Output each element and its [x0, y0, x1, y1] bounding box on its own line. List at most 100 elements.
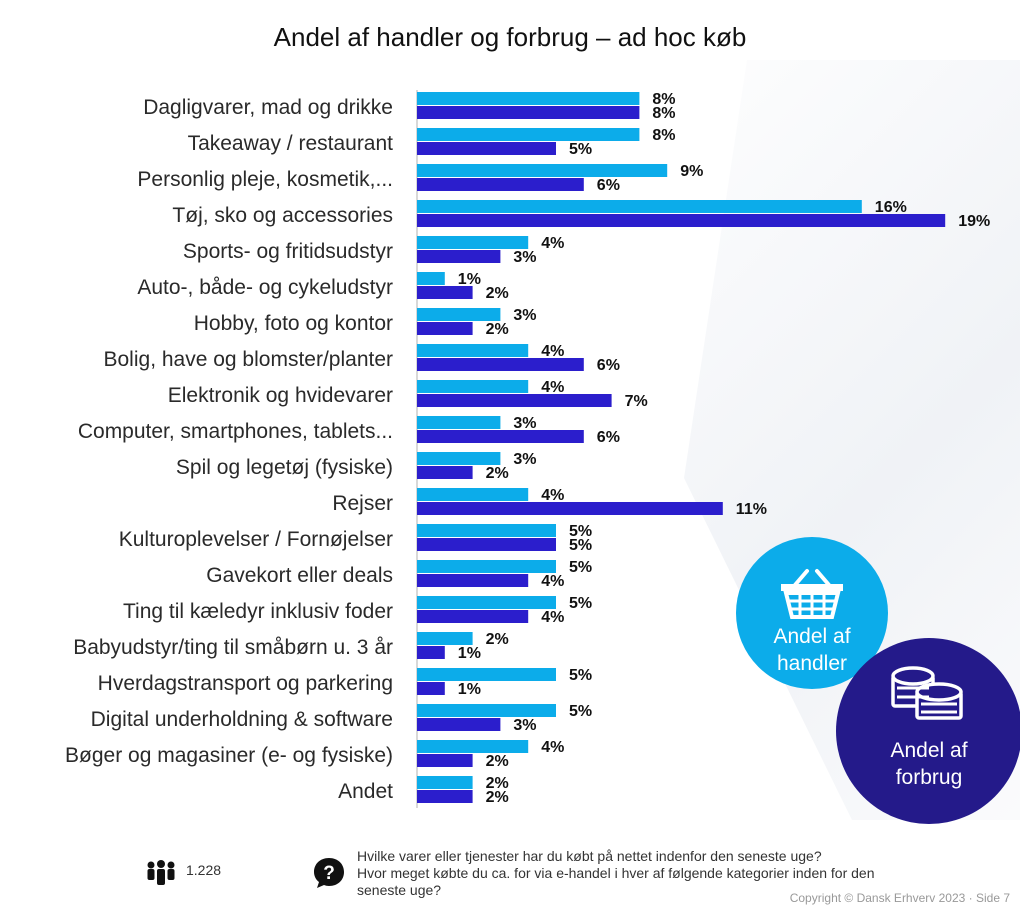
data-label: 6%: [597, 357, 620, 374]
bar-forbrug: [417, 718, 501, 731]
category-label: Andet: [338, 780, 393, 803]
bar-forbrug: [417, 142, 556, 155]
category-label: Babyudstyr/ting til småbørn u. 3 år: [73, 636, 393, 659]
category-label: Tøj, sko og accessories: [172, 204, 393, 227]
data-label: 1%: [458, 645, 481, 662]
bar-forbrug: [417, 430, 584, 443]
data-label: 9%: [680, 163, 703, 180]
bar-forbrug: [417, 646, 445, 659]
bar-handler: [417, 380, 529, 393]
data-label: 3%: [513, 415, 536, 432]
bar-handler: [417, 308, 501, 321]
bar-handler: [417, 344, 529, 357]
data-label: 8%: [652, 91, 675, 108]
data-label: 5%: [569, 523, 592, 540]
bar-forbrug: [417, 502, 723, 515]
category-label: Gavekort eller deals: [206, 564, 393, 587]
category-label: Rejser: [332, 492, 393, 515]
coins-icon: [891, 666, 963, 720]
category-label: Hobby, foto og kontor: [194, 312, 393, 335]
data-label: 1%: [458, 681, 481, 698]
data-label: 2%: [486, 753, 509, 770]
basket-icon: [781, 569, 843, 619]
category-label: Bolig, have og blomster/planter: [104, 348, 394, 371]
bar-handler: [417, 128, 640, 141]
data-label: 3%: [513, 451, 536, 468]
bar-forbrug: [417, 358, 584, 371]
bar-handler: [417, 668, 556, 681]
category-label: Bøger og magasiner (e- og fysiske): [65, 744, 393, 767]
data-label: 19%: [958, 213, 990, 230]
bar-forbrug: [417, 214, 946, 227]
bar-handler: [417, 200, 862, 213]
data-label: 6%: [597, 177, 620, 194]
category-label: Auto-, både- og cykeludstyr: [137, 276, 393, 299]
data-label: 4%: [541, 379, 564, 396]
question-icon: ?: [314, 858, 344, 888]
legend-handler-label: Andel af handler: [773, 625, 851, 675]
bar-forbrug: [417, 466, 473, 479]
data-label: 5%: [569, 667, 592, 684]
bar-forbrug: [417, 538, 556, 551]
category-label: Hverdagstransport og parkering: [98, 672, 393, 695]
bar-forbrug: [417, 178, 584, 191]
category-label: Elektronik og hvidevarer: [168, 384, 393, 407]
bar-handler: [417, 236, 529, 249]
data-label: 1%: [458, 271, 481, 288]
bar-forbrug: [417, 250, 501, 263]
data-label: 5%: [569, 141, 592, 158]
data-label: 8%: [652, 105, 675, 122]
category-label: Spil og legetøj (fysiske): [176, 456, 393, 479]
data-label: 2%: [486, 285, 509, 302]
category-label: Digital underholdning & software: [91, 708, 393, 731]
bar-handler: [417, 704, 556, 717]
data-label: 7%: [625, 393, 648, 410]
category-label: Sports- og fritidsudstyr: [183, 240, 393, 263]
data-label: 2%: [486, 775, 509, 792]
bar-handler: [417, 92, 640, 105]
data-label: 2%: [486, 631, 509, 648]
data-label: 5%: [569, 595, 592, 612]
question-text: Hvilke varer eller tjenester har du købt…: [357, 848, 875, 898]
data-label: 8%: [652, 127, 675, 144]
bar-chart: Dagligvarer, mad og drikke 8%8%Takeaway /…: [65, 90, 990, 808]
copyright: Copyright © Dansk Erhverv 2023 · Side 7: [789, 891, 1010, 905]
category-label: Computer, smartphones, tablets...: [78, 420, 393, 443]
bar-handler: [417, 596, 556, 609]
data-label: 2%: [486, 321, 509, 338]
category-label: Ting til kæledyr inklusiv foder: [123, 600, 393, 623]
bar-forbrug: [417, 610, 529, 623]
data-label: 4%: [541, 739, 564, 756]
data-label: 2%: [486, 789, 509, 806]
chart-title: Andel af handler og forbrug – ad hoc køb: [273, 22, 747, 52]
data-label: 4%: [541, 343, 564, 360]
bar-handler: [417, 524, 556, 537]
svg-text:?: ?: [323, 863, 335, 884]
bar-forbrug: [417, 790, 473, 803]
bar-handler: [417, 560, 556, 573]
bar-handler: [417, 632, 473, 645]
bar-handler: [417, 776, 473, 789]
data-label: 4%: [541, 487, 564, 504]
bar-handler: [417, 164, 668, 177]
category-label: Personlig pleje, kosmetik,...: [137, 168, 393, 191]
data-label: 2%: [486, 465, 509, 482]
data-label: 5%: [569, 703, 592, 720]
data-label: 4%: [541, 235, 564, 252]
bar-forbrug: [417, 574, 529, 587]
bar-handler: [417, 740, 529, 753]
legend-forbrug-label: Andel af forbrug: [890, 739, 968, 789]
bar-forbrug: [417, 322, 473, 335]
category-label: Takeaway / restaurant: [188, 132, 394, 155]
data-label: 5%: [569, 559, 592, 576]
category-label: Kulturoplevelser / Fornøjelser: [119, 528, 393, 551]
bar-forbrug: [417, 106, 640, 119]
people-icon: [147, 860, 175, 885]
respondent-count: 1.228: [186, 862, 222, 878]
bar-forbrug: [417, 394, 612, 407]
data-label: 16%: [875, 199, 907, 216]
bar-forbrug: [417, 682, 445, 695]
data-label: 4%: [541, 609, 564, 626]
bar-handler: [417, 272, 445, 285]
data-label: 5%: [569, 537, 592, 554]
